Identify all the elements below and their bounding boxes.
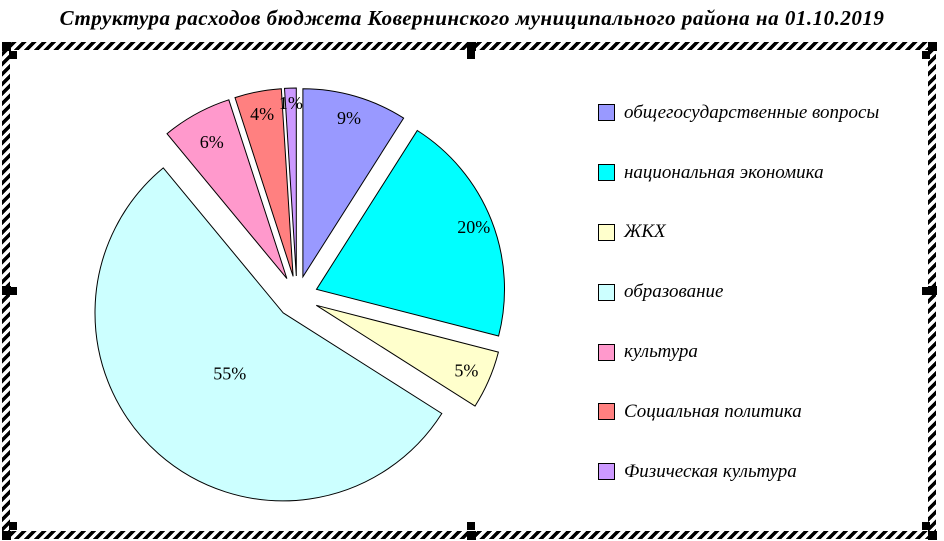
legend-marker-icon	[598, 283, 615, 301]
pie-slice-3[interactable]	[316, 304, 500, 407]
pie-data-label-1[interactable]: 9%	[337, 108, 361, 128]
legend-marker-icon	[598, 343, 615, 361]
selection-handle-outer-top-center[interactable]	[466, 41, 476, 51]
selection-handle-outer-bottom-right[interactable]	[927, 530, 937, 540]
selection-handle-inner-top-center[interactable]	[467, 51, 475, 59]
selection-handle-inner-bottom-right[interactable]	[922, 522, 930, 530]
legend-marker-icon	[598, 223, 615, 241]
legend-label: Физическая культура	[624, 460, 797, 482]
legend-item-1[interactable]: общегосударственные вопросы	[598, 83, 908, 143]
legend-label: ЖКХ	[624, 221, 666, 243]
selection-handle-outer-bottom-left[interactable]	[1, 530, 11, 540]
legend-item-7[interactable]: Физическая культура	[598, 442, 908, 502]
pie-data-label-7[interactable]: 1%	[279, 93, 303, 113]
legend-marker-icon	[598, 463, 615, 481]
selection-handle-inner-top-left[interactable]	[9, 51, 17, 59]
legend-label: общегосударственные вопросы	[624, 101, 880, 123]
legend-label: культура	[624, 341, 698, 363]
selection-handle-outer-bottom-center[interactable]	[466, 530, 476, 540]
pie-slice-1[interactable]	[302, 88, 405, 279]
pie-slice-4[interactable]	[94, 167, 443, 502]
legend-label: национальная экономика	[624, 161, 824, 183]
selection-handle-outer-middle-left[interactable]	[1, 285, 11, 295]
legend-label: Социальная политика	[624, 400, 802, 422]
selection-handle-inner-middle-right[interactable]	[922, 287, 930, 295]
pie-slice-2[interactable]	[315, 129, 506, 337]
selection-handle-outer-top-right[interactable]	[927, 41, 937, 51]
chart-legend: общегосударственные вопросы национальная …	[598, 83, 908, 502]
selection-handle-outer-top-left[interactable]	[1, 41, 11, 51]
legend-label: образование	[624, 281, 724, 303]
selection-handle-inner-top-right[interactable]	[922, 51, 930, 59]
pie-slice-7[interactable]	[283, 87, 297, 277]
pie-slice-6[interactable]	[234, 88, 294, 277]
selection-handle-outer-middle-right[interactable]	[927, 285, 937, 295]
legend-item-3[interactable]: ЖКХ	[598, 203, 908, 263]
pie-data-label-5[interactable]: 6%	[200, 132, 224, 152]
selection-handle-inner-bottom-center[interactable]	[467, 522, 475, 530]
legend-item-2[interactable]: национальная экономика	[598, 143, 908, 203]
legend-item-4[interactable]: образование	[598, 262, 908, 322]
legend-item-5[interactable]: культура	[598, 322, 908, 382]
legend-marker-icon	[598, 104, 615, 122]
selection-handle-inner-middle-left[interactable]	[9, 287, 17, 295]
legend-item-6[interactable]: Социальная политика	[598, 382, 908, 442]
chart-title: Структура расходов бюджета Ковернинского…	[59, 6, 885, 30]
pie-data-label-2[interactable]: 20%	[457, 217, 490, 237]
pie-slice-5[interactable]	[166, 99, 288, 279]
legend-marker-icon	[598, 164, 615, 182]
selection-handle-inner-bottom-left[interactable]	[9, 522, 17, 530]
pie-data-label-6[interactable]: 4%	[250, 104, 274, 124]
pie-data-label-4[interactable]: 55%	[213, 363, 246, 383]
legend-marker-icon	[598, 403, 615, 421]
pie-data-label-3[interactable]: 5%	[454, 360, 478, 380]
